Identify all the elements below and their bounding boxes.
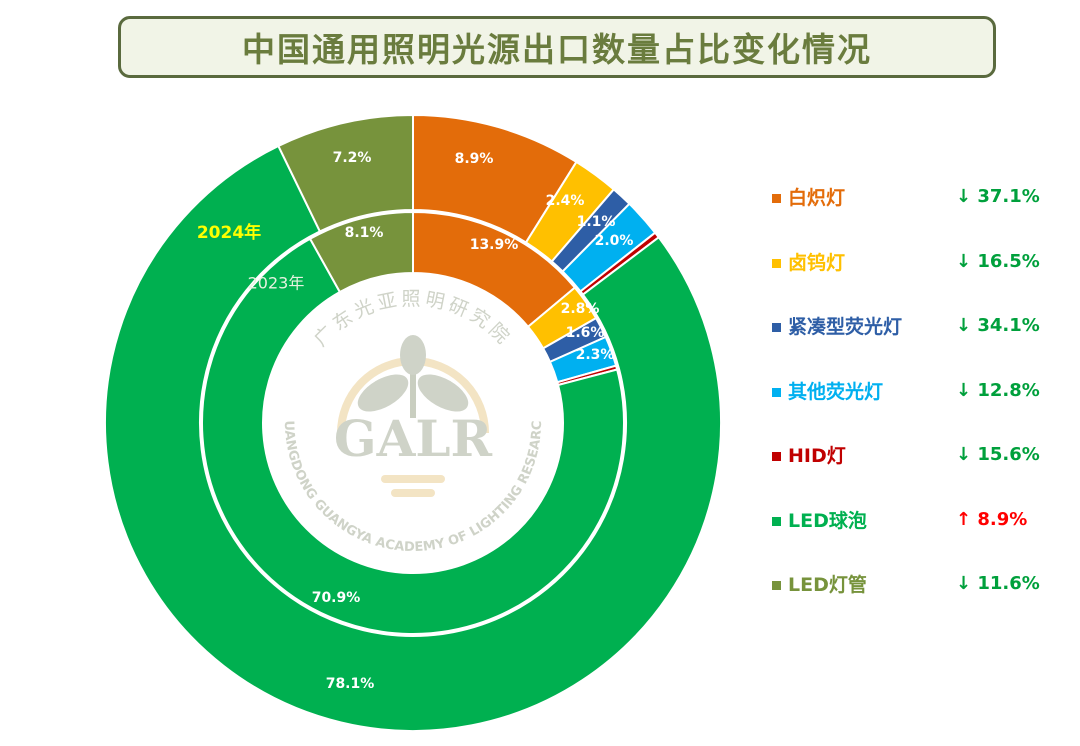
legend-item: LED灯管 ↓ 11.6%	[770, 567, 1070, 632]
data-label-inner-3: 2.3%	[576, 347, 615, 363]
slice-inner-6	[308, 210, 414, 294]
series-name-inner: 2023年	[248, 274, 305, 293]
chart-title: 中国通用照明光源出口数量占比变化情况	[242, 30, 872, 69]
legend-swatch	[772, 194, 781, 203]
slice-outer-6	[277, 113, 414, 233]
legend-item: HID灯 ↓ 15.6%	[770, 438, 1070, 503]
legend-swatch	[772, 581, 781, 590]
data-label-inner-0: 13.9%	[470, 237, 519, 253]
legend-label: LED球泡	[788, 509, 867, 532]
donut-chart: 8.9% 2.4% 1.1% 2.0% 78.1% 7.2% 13.9% 2.8% 1.6% 2.…	[0, 0, 722, 732]
legend-label: 其他荧光灯	[788, 380, 884, 403]
legend-label: HID灯	[788, 445, 846, 467]
legend: 白炽灯 ↓ 37.1% 卤钨灯 ↓ 16.5% 紧凑型荧光灯 ↓ 34.1% 其他荧光灯 ↓ …	[770, 180, 1070, 632]
legend-item: 其他荧光灯 ↓ 12.8%	[770, 374, 1070, 439]
legend-item: 卤钨灯 ↓ 16.5%	[770, 245, 1070, 310]
data-label-outer-2: 1.1%	[577, 214, 616, 230]
legend-label: 紧凑型荧光灯	[788, 316, 903, 338]
svg-text:GALR: GALR	[334, 409, 493, 468]
legend-item: 紧凑型荧光灯 ↓ 34.1%	[770, 309, 1070, 374]
legend-swatch	[772, 258, 781, 268]
legend-swatch	[772, 452, 781, 461]
legend-swatch	[772, 323, 781, 332]
data-label-outer-6: 7.2%	[333, 150, 372, 166]
legend-change-value: ↓ 34.1%	[956, 315, 1040, 336]
legend-swatch	[772, 387, 781, 397]
data-label-outer-5: 78.1%	[326, 676, 375, 692]
legend-change-value: ↑ 8.9%	[956, 508, 1028, 530]
legend-label: 卤钨灯	[788, 251, 846, 274]
data-label-outer-1: 2.4%	[546, 193, 585, 209]
legend-label: 白炽灯	[788, 187, 846, 209]
legend-swatch	[772, 516, 781, 526]
data-label-inner-5: 70.9%	[312, 590, 361, 606]
legend-change-value: ↓ 37.1%	[956, 186, 1040, 207]
slice-inner-5	[201, 237, 625, 635]
data-label-inner-1: 2.8%	[561, 301, 600, 317]
legend-item: 白炽灯 ↓ 37.1%	[770, 180, 1070, 245]
legend-change-value: ↓ 12.8%	[956, 379, 1040, 401]
data-label-inner-2: 1.6%	[566, 325, 605, 341]
legend-change-value: ↓ 16.5%	[956, 250, 1040, 272]
data-label-inner-6: 8.1%	[345, 225, 384, 241]
slice-outer-5	[104, 144, 722, 732]
legend-label: LED灯管	[788, 574, 867, 596]
legend-change-value: ↓ 15.6%	[956, 444, 1040, 465]
data-label-outer-0: 8.9%	[455, 151, 494, 167]
legend-item: LED球泡 ↑ 8.9%	[770, 503, 1070, 568]
title-box: 中国通用照明光源出口数量占比变化情况	[118, 16, 996, 78]
data-label-outer-3: 2.0%	[595, 233, 634, 249]
legend-change-value: ↓ 11.6%	[956, 573, 1040, 594]
series-name-outer: 2024年	[197, 222, 261, 243]
